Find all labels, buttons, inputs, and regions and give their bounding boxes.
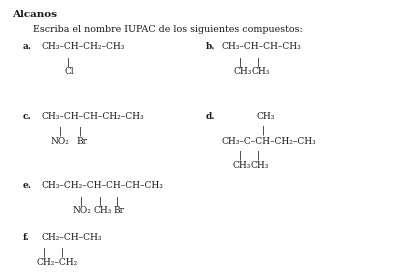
Text: CH₃–CH–CH–CH₃: CH₃–CH–CH–CH₃ <box>222 42 302 51</box>
Text: d.: d. <box>206 112 215 121</box>
Text: Escriba el nombre IUPAC de los siguientes compuestos:: Escriba el nombre IUPAC de los siguiente… <box>33 25 302 34</box>
Text: CH₃: CH₃ <box>233 67 252 76</box>
Text: CH₃–CH–CH–CH₂–CH₃: CH₃–CH–CH–CH₂–CH₃ <box>41 112 144 121</box>
Text: |: | <box>43 247 46 257</box>
Text: |: | <box>99 196 102 206</box>
Text: Cl: Cl <box>64 67 74 76</box>
Text: CH₃: CH₃ <box>256 112 275 121</box>
Text: e.: e. <box>23 181 32 190</box>
Text: b.: b. <box>206 42 215 51</box>
Text: CH₃–CH₂–CH–CH–CH–CH₃: CH₃–CH₂–CH–CH–CH–CH₃ <box>41 181 163 190</box>
Text: |: | <box>59 127 62 136</box>
Text: |: | <box>67 57 70 67</box>
Text: |: | <box>257 57 260 67</box>
Text: |: | <box>239 57 242 67</box>
Text: CH₃–CH–CH₂–CH₃: CH₃–CH–CH₂–CH₃ <box>41 42 125 51</box>
Text: CH₂–CH₂: CH₂–CH₂ <box>37 258 78 267</box>
Text: Br: Br <box>76 137 88 146</box>
Text: CH₃: CH₃ <box>94 206 112 215</box>
Text: NO₂: NO₂ <box>72 206 91 215</box>
Text: NO₂: NO₂ <box>51 137 70 146</box>
Text: Br: Br <box>114 206 125 215</box>
Text: |: | <box>80 196 83 206</box>
Text: |: | <box>261 125 264 135</box>
Text: |: | <box>116 196 119 206</box>
Text: |: | <box>238 151 241 161</box>
Text: CH₃–C–CH–CH₂–CH₃: CH₃–C–CH–CH₂–CH₃ <box>221 136 316 146</box>
Text: |: | <box>256 151 259 161</box>
Text: a.: a. <box>23 42 32 51</box>
Text: CH₂–CH–CH₃: CH₂–CH–CH₃ <box>41 233 102 242</box>
Text: CH₃: CH₃ <box>251 161 269 170</box>
Text: Alcanos: Alcanos <box>12 10 57 19</box>
Text: |: | <box>79 127 82 136</box>
Text: CH₃: CH₃ <box>252 67 270 76</box>
Text: CH₃: CH₃ <box>233 161 251 170</box>
Text: f.: f. <box>23 233 29 242</box>
Text: c.: c. <box>23 112 31 121</box>
Text: |: | <box>61 247 64 257</box>
